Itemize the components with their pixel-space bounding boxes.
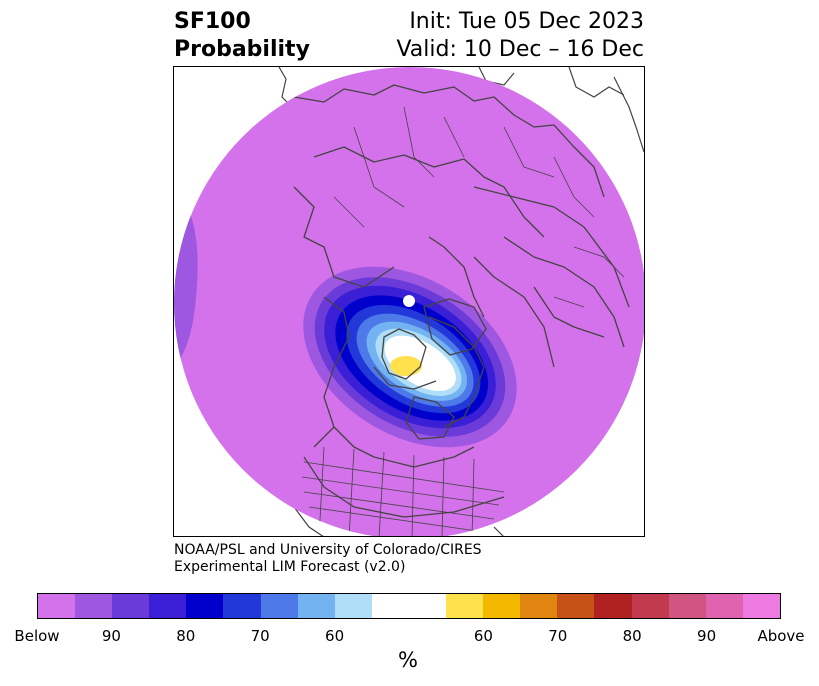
map-title-left: SF100 Probability bbox=[174, 8, 310, 64]
colorbar-segment bbox=[297, 594, 335, 618]
colorbar-segment bbox=[631, 594, 669, 618]
colorbar-segment bbox=[742, 594, 780, 618]
colorbar-tick-label: 80 bbox=[622, 627, 642, 645]
colorbar-segment bbox=[705, 594, 743, 618]
colorbar-tick-label: 70 bbox=[250, 627, 270, 645]
colorbar-unit: % bbox=[398, 648, 418, 672]
colorbar-tick-label: 60 bbox=[473, 627, 493, 645]
colorbar-segment bbox=[186, 594, 224, 618]
colorbar-segment bbox=[557, 594, 595, 618]
colorbar-tick-label: 60 bbox=[325, 627, 345, 645]
valid-range: Valid: 10 Dec – 16 Dec bbox=[396, 37, 644, 62]
above-anomaly-spot bbox=[390, 356, 422, 376]
product-name: Probability bbox=[174, 37, 310, 62]
colorbar-tick-label: 80 bbox=[176, 627, 196, 645]
credits-line1: NOAA/PSL and University of Colorado/CIRE… bbox=[174, 542, 482, 558]
colorbar-segment bbox=[223, 594, 261, 618]
colorbar-tick-label: 90 bbox=[697, 627, 717, 645]
colorbar-segment bbox=[334, 594, 372, 618]
asia-country-borders bbox=[333, 106, 625, 308]
colorbar-segment bbox=[75, 594, 113, 618]
map-panel bbox=[173, 66, 645, 537]
colorbar-segment bbox=[520, 594, 558, 618]
colorbar-tick-label: 70 bbox=[548, 627, 568, 645]
pole-hole bbox=[403, 295, 415, 307]
polar-map bbox=[174, 67, 644, 536]
colorbar-tick-label: Below bbox=[14, 627, 60, 645]
colorbar bbox=[37, 593, 781, 619]
colorbar-segment bbox=[668, 594, 706, 618]
colorbar-segment bbox=[446, 594, 484, 618]
colorbar-segment bbox=[371, 594, 409, 618]
colorbar-segment bbox=[112, 594, 150, 618]
colorbar-segment bbox=[260, 594, 298, 618]
colorbar-segment bbox=[594, 594, 632, 618]
coastlines bbox=[273, 84, 630, 518]
colorbar-tick-label: Above bbox=[757, 627, 805, 645]
credits: NOAA/PSL and University of Colorado/CIRE… bbox=[174, 542, 482, 576]
colorbar-segment bbox=[408, 594, 447, 618]
colorbar-segment bbox=[483, 594, 521, 618]
colorbar-segment bbox=[149, 594, 187, 618]
init-date: Init: Tue 05 Dec 2023 bbox=[409, 9, 644, 34]
credits-line2: Experimental LIM Forecast (v2.0) bbox=[174, 559, 406, 575]
colorbar-tick-label: 90 bbox=[101, 627, 121, 645]
colorbar-segment bbox=[38, 594, 76, 618]
variable-name: SF100 bbox=[174, 9, 251, 34]
map-title-right: Init: Tue 05 Dec 2023 Valid: 10 Dec – 16… bbox=[396, 8, 644, 64]
